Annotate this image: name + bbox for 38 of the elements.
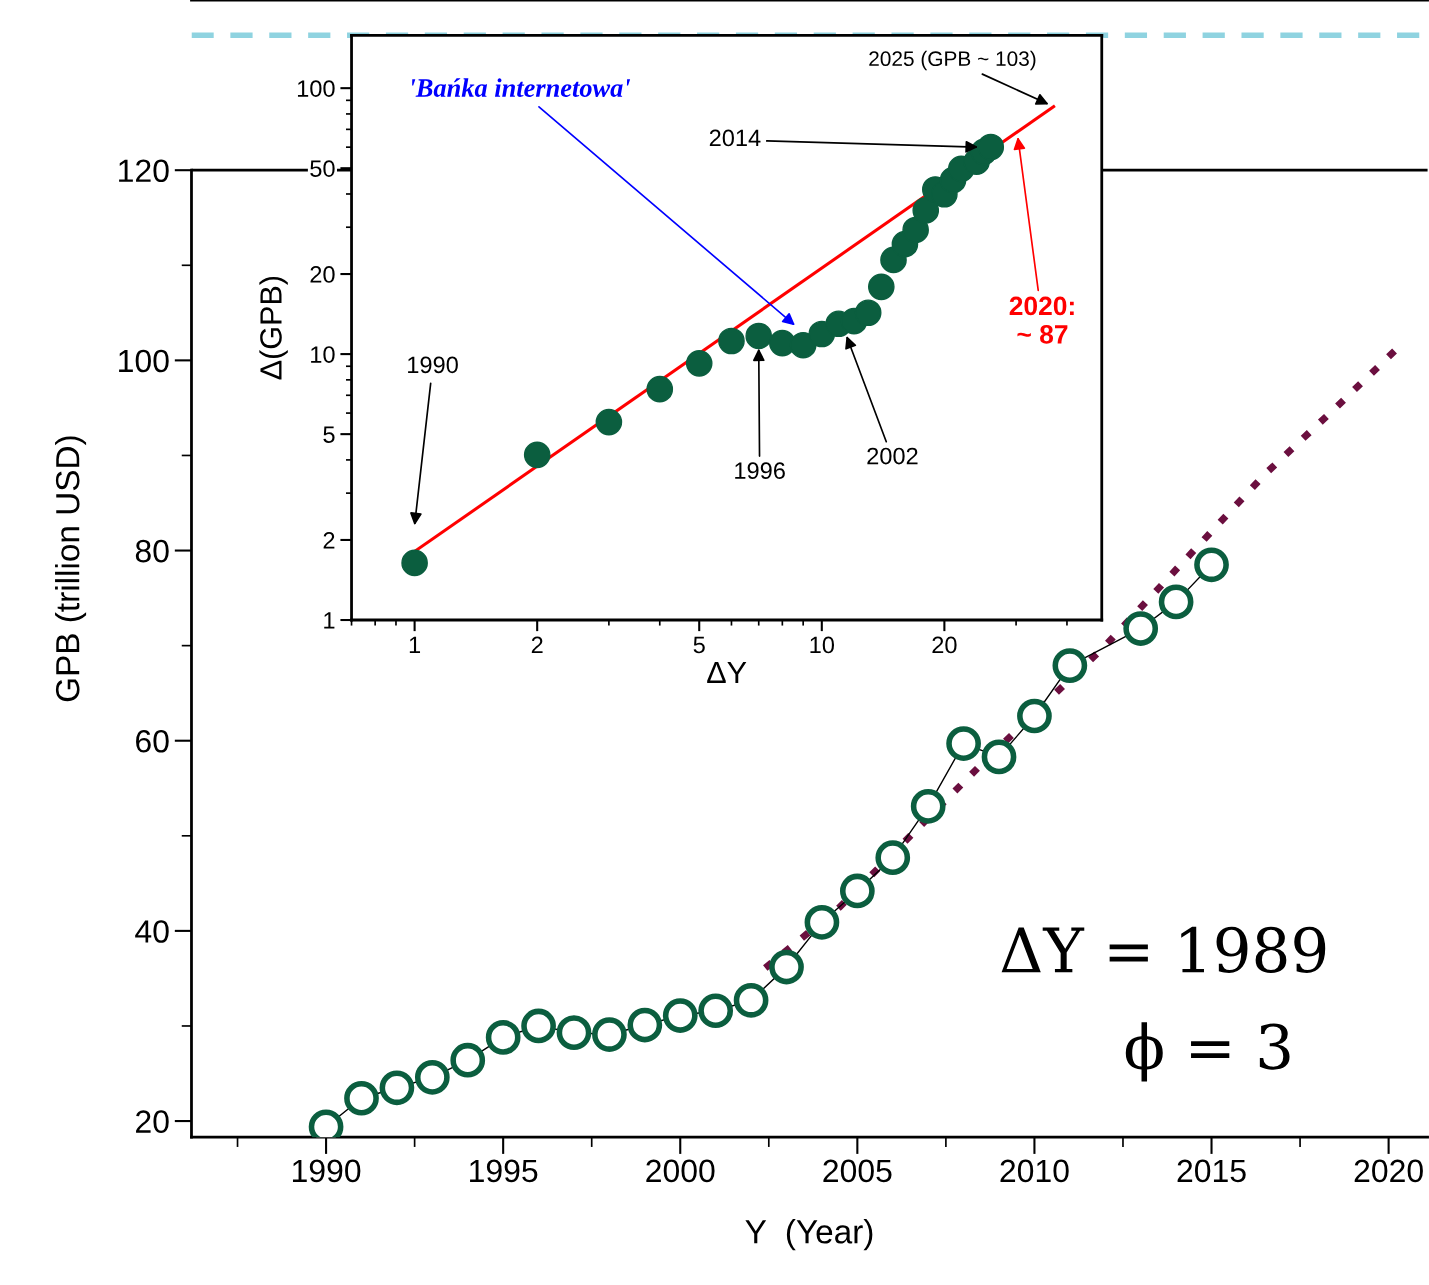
annotation: 2002 <box>867 447 918 465</box>
x-tick-label: 20 <box>932 636 957 654</box>
y-tick-label: 1 <box>324 612 335 629</box>
x-tick-label: 10 <box>810 636 835 654</box>
annotation: 1990 <box>408 356 458 374</box>
x-tick-label: 5 <box>693 636 705 654</box>
annotation: 1996 <box>735 462 785 480</box>
x-tick-label: 2000 <box>646 1159 715 1183</box>
y-tick-label: 20 <box>310 266 335 283</box>
x-tick-label: 2005 <box>823 1159 892 1183</box>
y-tick-label: 60 <box>136 729 169 753</box>
y-tick-label: 40 <box>135 920 169 943</box>
annotation: 2014 <box>709 129 761 147</box>
y-tick-label: 50 <box>310 160 335 177</box>
x-tick-label: 2 <box>531 636 543 654</box>
x-tick-label: 2020 <box>1354 1159 1423 1183</box>
annotation: ϕ = 3 <box>1125 1022 1290 1082</box>
y-tick-label: 80 <box>135 539 169 563</box>
annotation: ΔY = 1989 <box>1001 926 1326 973</box>
annotation: 'Bańka internetowa' <box>412 78 631 97</box>
x-tick-label: 1990 <box>292 1159 361 1183</box>
x-tick-label: 2010 <box>1000 1159 1069 1183</box>
annotation: 2020: ~ 87 <box>1009 296 1074 344</box>
y-axis-title: Δ(GPB) <box>259 276 288 380</box>
y-tick-label: 5 <box>323 426 335 443</box>
y-axis-title: GPB (trillion USD) <box>55 436 87 702</box>
y-tick-label: 100 <box>119 349 169 373</box>
annotation: 2025 (GPB ~ 103) <box>869 50 1036 71</box>
x-tick-label: 1995 <box>470 1159 538 1183</box>
x-axis-title: Y (Year) <box>745 1219 873 1251</box>
x-tick-label: 1 <box>409 636 421 654</box>
x-axis-title: ΔY <box>707 661 747 683</box>
y-tick-label: 10 <box>311 346 335 363</box>
y-tick-label: 100 <box>297 80 335 97</box>
y-tick-label: 120 <box>119 159 169 183</box>
y-tick-label: 2 <box>323 532 335 549</box>
y-tick-label: 20 <box>136 1110 169 1133</box>
x-tick-label: 2015 <box>1177 1159 1246 1183</box>
